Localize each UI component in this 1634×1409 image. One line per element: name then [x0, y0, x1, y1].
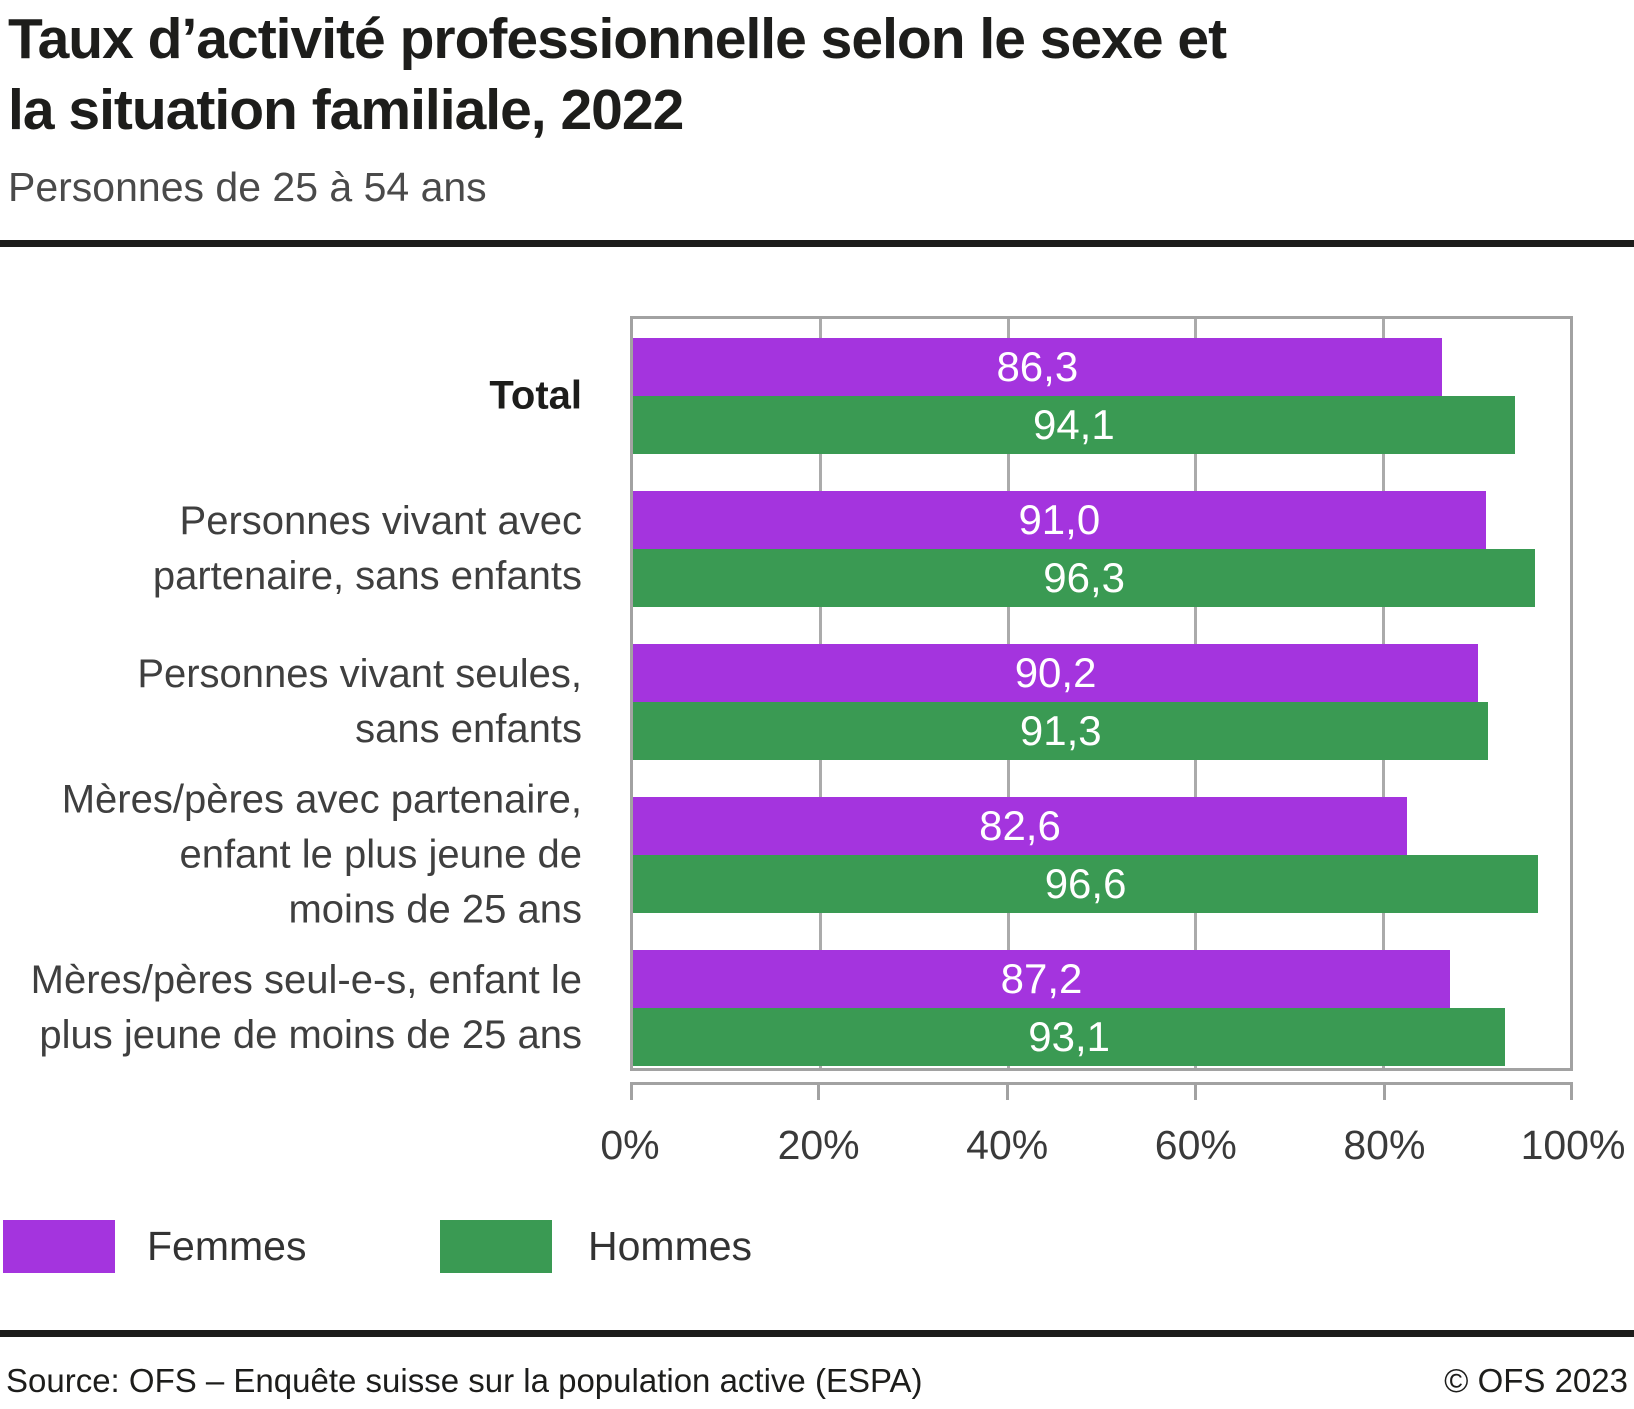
x-axis-label: 80%: [1343, 1122, 1426, 1168]
bar-hommes: 93,1: [633, 1008, 1506, 1066]
legend-swatch-hommes: [440, 1220, 552, 1273]
bar-value-label: 82,6: [979, 802, 1061, 849]
category-label-line: Personnes vivant avec: [179, 499, 582, 543]
category-label-line: plus jeune de moins de 25 ans: [39, 1013, 582, 1057]
chart-title-line1: Taux d’activité professionnelle selon le…: [8, 7, 1227, 71]
chart-subtitle: Personnes de 25 à 54 ans: [8, 164, 487, 210]
bar-femmes: 91,0: [633, 491, 1486, 549]
category-label-line: Total: [489, 373, 582, 418]
x-axis-tick: [1570, 1082, 1573, 1100]
category-label-line: partenaire, sans enfants: [152, 554, 582, 598]
bar-femmes: 86,3: [633, 338, 1442, 396]
bar-hommes: 91,3: [633, 702, 1489, 760]
bar-hommes: 96,3: [633, 549, 1536, 607]
x-axis-tick: [630, 1082, 633, 1100]
bar-value-label: 91,0: [1018, 496, 1101, 543]
bar-value-label: 96,6: [1044, 860, 1127, 907]
x-axis-label: 0%: [600, 1122, 660, 1168]
bar-value-label: 87,2: [1000, 955, 1083, 1002]
legend: Femmes Hommes: [0, 1220, 1634, 1273]
copyright-note: © OFS 2023: [1444, 1362, 1628, 1399]
x-axis-label: 100%: [1520, 1122, 1626, 1168]
bar-femmes: 82,6: [633, 797, 1407, 855]
category-label: Total: [0, 369, 582, 424]
x-axis: [630, 1082, 1573, 1102]
x-axis-tick: [1005, 1082, 1009, 1100]
category-label-line: Mères/pères seul-e-s, enfant le: [30, 958, 582, 1002]
top-divider: [0, 240, 1634, 247]
category-label: Personnes vivant seules, sans enfants: [0, 647, 582, 757]
source-note: Source: OFS – Enquête suisse sur la popu…: [6, 1362, 923, 1399]
x-axis-tick: [1382, 1082, 1386, 1100]
legend-swatch-femmes: [3, 1220, 115, 1273]
bar-value-label: 96,3: [1043, 554, 1126, 601]
bar-hommes: 94,1: [633, 396, 1515, 454]
legend-label-hommes: Hommes: [588, 1223, 753, 1269]
bar-value-label: 86,3: [996, 343, 1079, 390]
category-label: Personnes vivant avec partenaire, sans en…: [0, 494, 582, 604]
bar-value-label: 93,1: [1028, 1013, 1111, 1060]
plot-area: 86,3 94,1 91,0 96,3 90,2 91,3 82,6 96,6 87,2 93,1: [630, 316, 1573, 1071]
bar-value-label: 91,3: [1019, 707, 1102, 754]
category-label: Mères/pères avec partenaire, enfant le pl…: [0, 773, 582, 938]
chart-title: Taux d’activité professionnelle selon le…: [8, 4, 1227, 146]
category-label-line: sans enfants: [355, 707, 582, 751]
bar-hommes: 96,6: [633, 855, 1539, 913]
category-label-line: moins de 25 ans: [288, 887, 582, 932]
category-label-line: Personnes vivant seules,: [137, 652, 582, 696]
bar-femmes: 90,2: [633, 644, 1479, 702]
x-axis-label: 60%: [1154, 1122, 1237, 1168]
category-label-line: enfant le plus jeune de: [179, 832, 582, 877]
chart-title-line2: la situation familiale, 2022: [8, 78, 684, 142]
legend-label-femmes: Femmes: [147, 1223, 307, 1269]
category-label: Mères/pères seul-e-s, enfant le plus jeun…: [0, 953, 582, 1063]
x-axis-label: 40%: [966, 1122, 1049, 1168]
bar-value-label: 90,2: [1014, 649, 1097, 696]
x-axis-tick: [817, 1082, 821, 1100]
bar-value-label: 94,1: [1032, 401, 1115, 448]
x-axis-line: [630, 1082, 1573, 1085]
category-label-line: Mères/pères avec partenaire,: [61, 777, 582, 822]
bottom-divider: [0, 1330, 1634, 1337]
x-axis-tick: [1194, 1082, 1198, 1100]
bar-femmes: 87,2: [633, 950, 1451, 1008]
x-axis-label: 20%: [777, 1122, 860, 1168]
